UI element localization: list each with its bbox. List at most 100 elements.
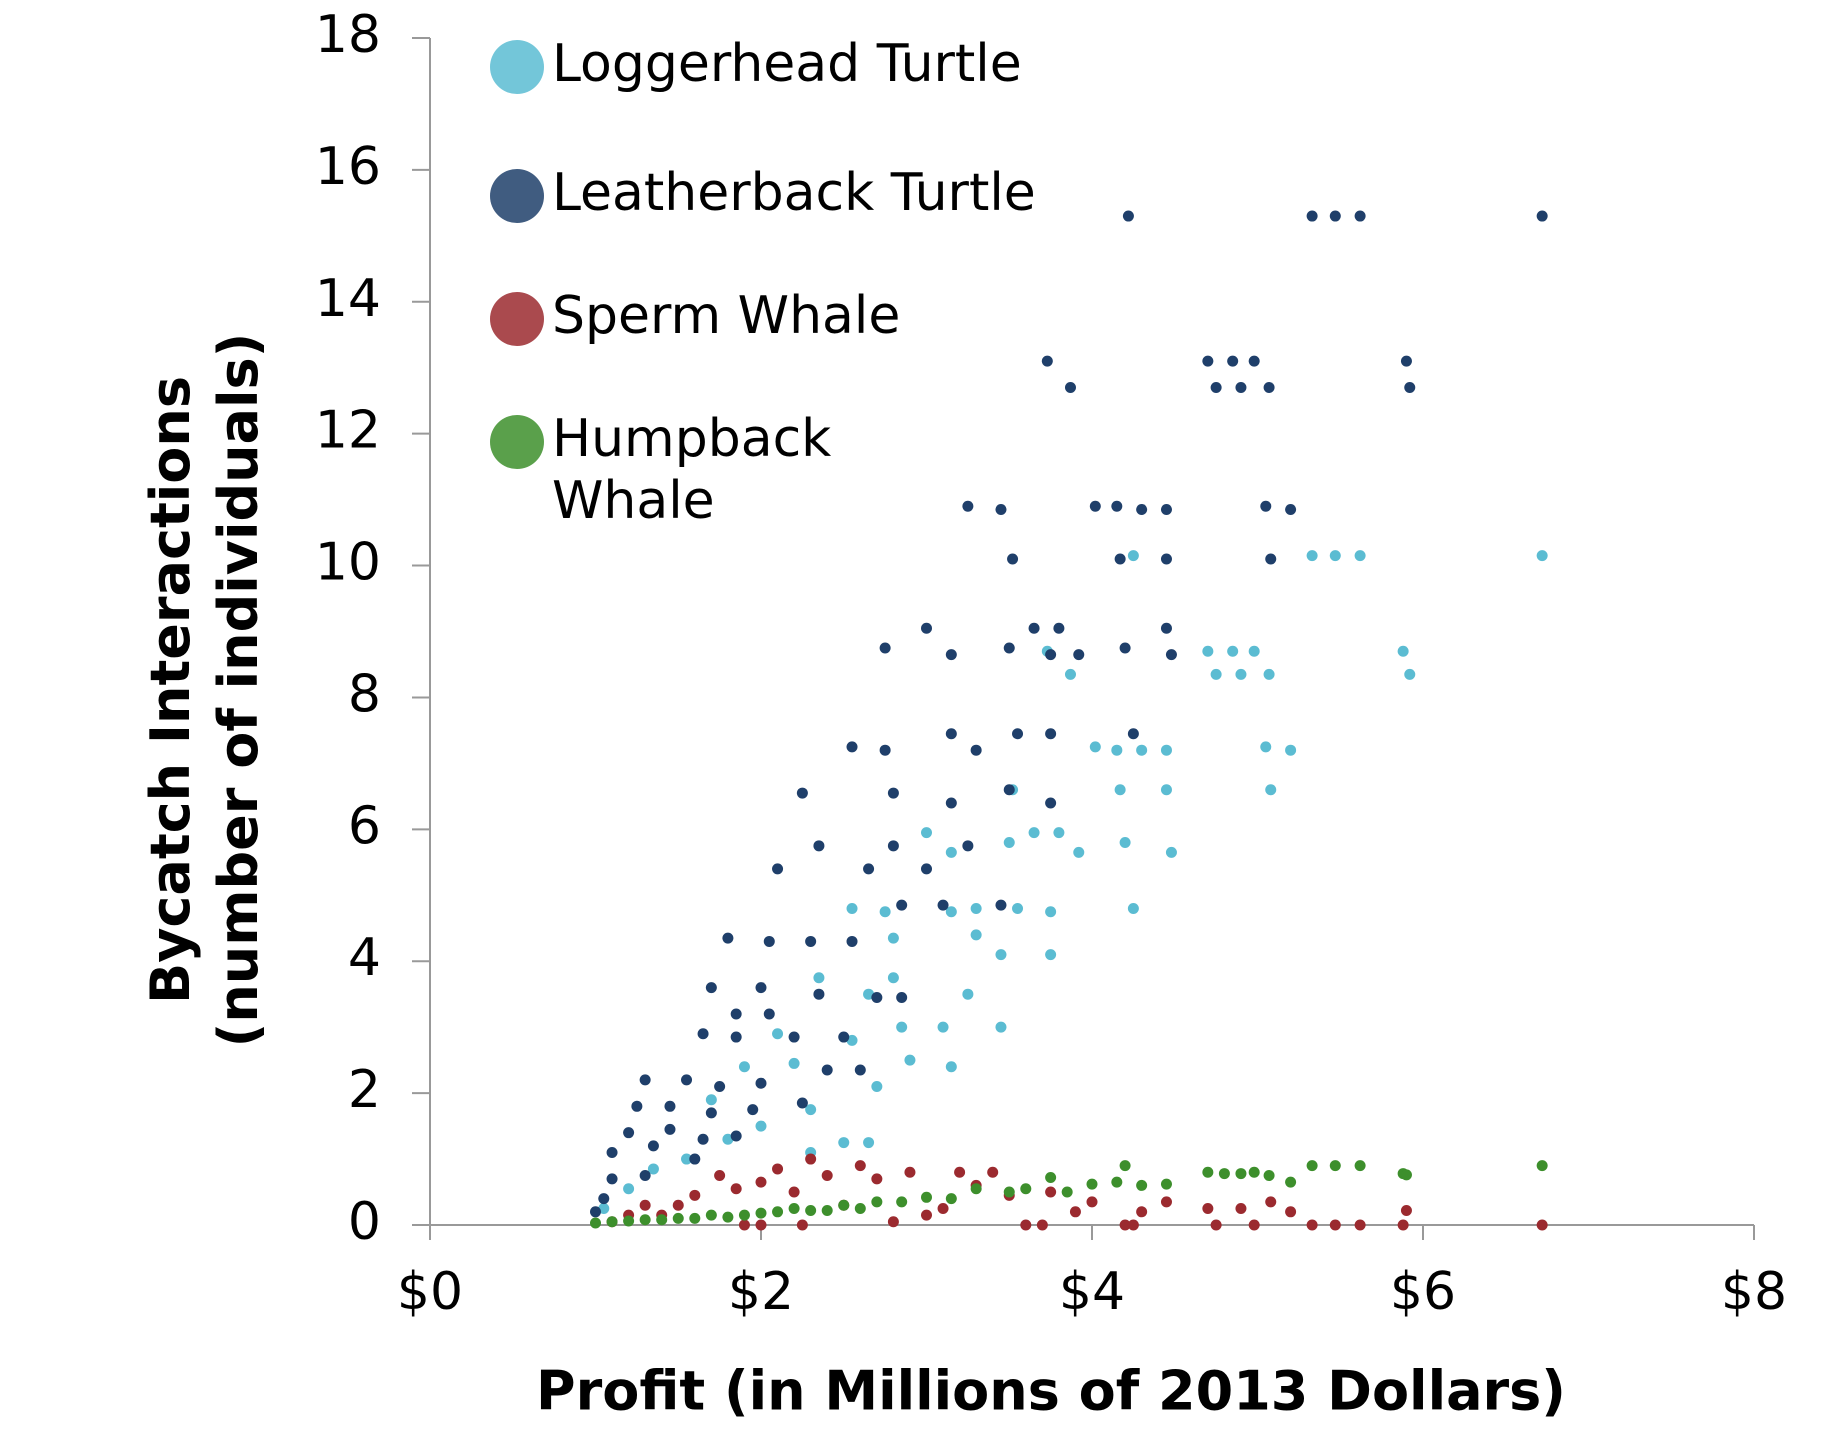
point [1354, 1219, 1366, 1231]
point [1202, 645, 1214, 657]
point [738, 1219, 750, 1231]
point [1127, 902, 1139, 914]
point [755, 1077, 767, 1089]
point [821, 1204, 833, 1216]
point [755, 1207, 767, 1219]
point [1036, 1219, 1048, 1231]
point [1235, 1203, 1247, 1215]
point [623, 1215, 635, 1227]
point [1073, 846, 1085, 858]
point [871, 1081, 883, 1093]
point [714, 1170, 726, 1182]
legend-label: Humpback Whale [552, 409, 831, 531]
y-axis-title: Bycatch Interactions(number of individua… [139, 333, 270, 1048]
point [863, 1137, 875, 1149]
point [937, 899, 949, 911]
point [1210, 1219, 1222, 1231]
point [755, 982, 767, 994]
point [1045, 649, 1057, 661]
point [1329, 550, 1341, 562]
point [1053, 827, 1065, 839]
point [896, 1021, 908, 1033]
point [821, 1170, 833, 1182]
point [1329, 210, 1341, 222]
point [1122, 210, 1134, 222]
legend-marker [490, 292, 544, 346]
x-axis-title: Profit (in Millions of 2013 Dollars) [536, 1360, 1566, 1423]
point [681, 1153, 693, 1165]
point [1012, 902, 1024, 914]
point [1306, 1160, 1318, 1172]
point [945, 906, 957, 918]
point [664, 1123, 676, 1135]
point [1119, 1160, 1131, 1172]
point [1404, 668, 1416, 680]
point [730, 1031, 742, 1043]
point [995, 949, 1007, 961]
point [854, 1160, 866, 1172]
y-tick-label: 18 [315, 5, 381, 65]
point [1119, 642, 1131, 654]
y-tick-label: 2 [348, 1060, 381, 1120]
point [1127, 550, 1139, 562]
point [921, 1191, 932, 1203]
point [1235, 382, 1247, 394]
point [606, 1173, 618, 1185]
point [606, 1146, 618, 1158]
point [813, 972, 825, 984]
point [647, 1140, 659, 1152]
point [1260, 500, 1272, 512]
point [755, 1219, 767, 1231]
point [705, 1094, 717, 1106]
point [1127, 1219, 1139, 1231]
point [1111, 500, 1123, 512]
legend-marker [490, 40, 544, 94]
point [896, 991, 908, 1003]
point [846, 1034, 858, 1046]
point [945, 649, 957, 661]
point [1045, 797, 1057, 809]
point [1210, 668, 1222, 680]
point [1020, 1219, 1032, 1231]
point [1111, 1176, 1123, 1188]
point [1114, 553, 1126, 565]
point [681, 1074, 693, 1086]
x-tick-label: $8 [1721, 1262, 1787, 1322]
point [1064, 382, 1076, 394]
point [863, 988, 875, 1000]
point [738, 1061, 750, 1073]
point [1235, 668, 1247, 680]
point [921, 827, 932, 839]
y-tick-label: 8 [348, 664, 381, 724]
point [1536, 210, 1548, 222]
point [813, 840, 825, 852]
point [672, 1199, 684, 1211]
point [921, 863, 932, 875]
y-tick-label: 14 [315, 269, 381, 329]
point [1028, 622, 1040, 634]
point [954, 1166, 966, 1178]
point [1404, 382, 1416, 394]
y-tick-label: 6 [348, 796, 381, 856]
point [1265, 1196, 1277, 1208]
point [1069, 1206, 1081, 1218]
point [887, 1216, 899, 1228]
point [1003, 784, 1015, 796]
x-tick-label: $0 [397, 1262, 463, 1322]
point [838, 1137, 850, 1149]
point [1086, 1178, 1098, 1190]
point [1263, 1170, 1275, 1182]
legend-marker [490, 415, 544, 469]
point [623, 1183, 635, 1195]
point [1045, 906, 1057, 918]
point [838, 1031, 850, 1043]
point [738, 1209, 750, 1221]
point [871, 1196, 883, 1208]
point [1086, 1196, 1098, 1208]
point [714, 1081, 726, 1093]
y-tick-label: 10 [315, 533, 381, 593]
point [730, 1130, 742, 1142]
point [970, 929, 982, 941]
point [722, 1211, 734, 1223]
point [805, 1104, 817, 1116]
